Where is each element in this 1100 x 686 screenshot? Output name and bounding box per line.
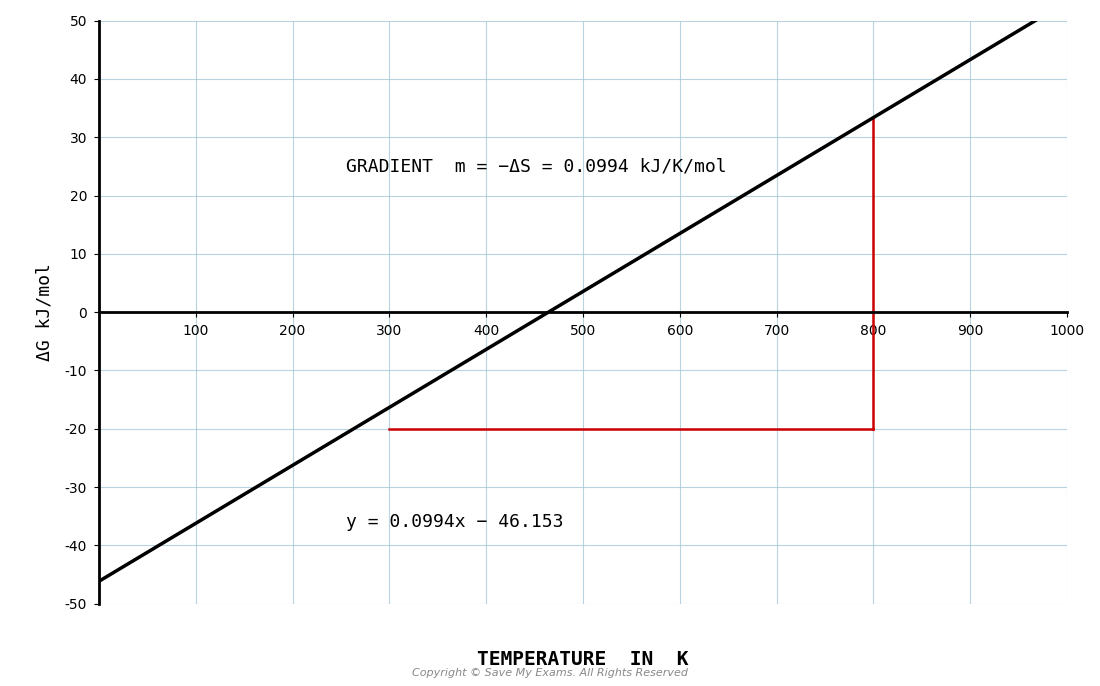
Text: GRADIENT  m = −ΔS = 0.0994 kJ/K/mol: GRADIENT m = −ΔS = 0.0994 kJ/K/mol xyxy=(345,157,726,176)
X-axis label: TEMPERATURE  IN  K: TEMPERATURE IN K xyxy=(477,650,689,670)
Text: Copyright © Save My Exams. All Rights Reserved: Copyright © Save My Exams. All Rights Re… xyxy=(412,667,688,678)
Y-axis label: ΔG kJ/mol: ΔG kJ/mol xyxy=(35,263,54,361)
Text: y = 0.0994x − 46.153: y = 0.0994x − 46.153 xyxy=(345,513,563,531)
